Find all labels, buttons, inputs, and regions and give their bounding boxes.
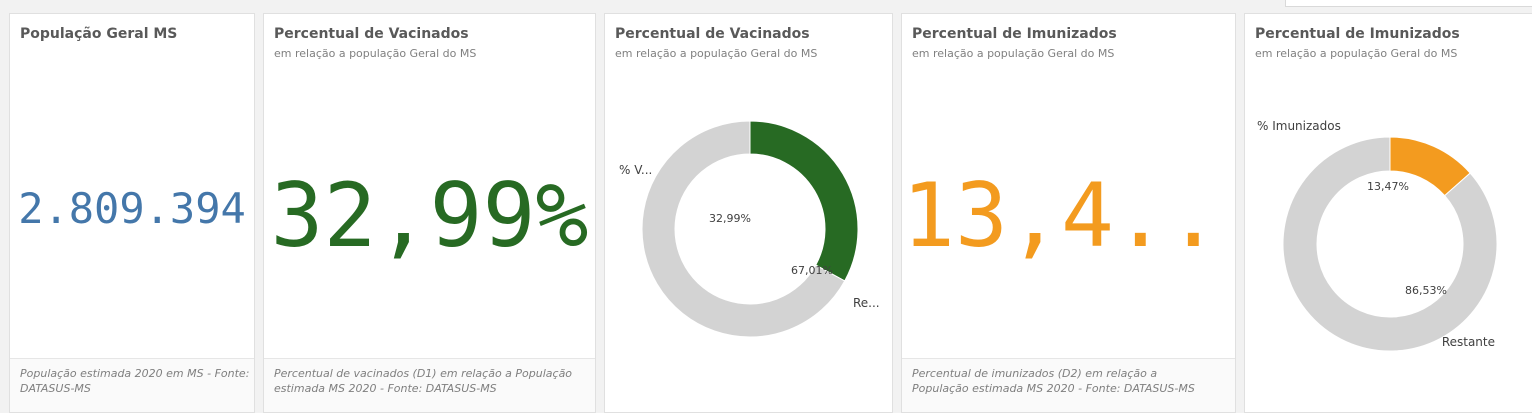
slice-category-label: % Imunizados	[1257, 119, 1341, 133]
donut-slice-0[interactable]	[749, 120, 859, 282]
card-title: Percentual de Imunizados	[912, 26, 1117, 42]
donut-chart-imunizados[interactable]: 13,47% 86,53% % Imunizados Restante	[1245, 74, 1532, 404]
card-title: Percentual de Imunizados	[1255, 26, 1460, 42]
card-subtitle: em relação a população Geral do MS	[1255, 47, 1458, 60]
kpi-value-populacao: 2.809.394	[18, 184, 246, 233]
card-footnote: Percentual de vacinados (D1) em relação …	[274, 367, 573, 395]
toolbar-edge	[1285, 0, 1532, 7]
card-title: Percentual de Vacinados	[274, 26, 469, 42]
donut-card-vacinados[interactable]: Percentual de Vacinados em relação a pop…	[604, 13, 893, 413]
card-subtitle: em relação a população Geral do MS	[615, 47, 818, 60]
slice-category-label: % V...	[619, 163, 652, 177]
kpi-card-vacinados[interactable]: Percentual de Vacinados em relação a pop…	[263, 13, 596, 413]
slice-category-label: Restante	[1442, 335, 1495, 349]
donut-chart-vacinados[interactable]: 32,99% 67,01% % V... Re...	[605, 74, 893, 404]
slice-value-label: 13,47%	[1367, 180, 1409, 193]
card-subtitle: em relação a população Geral do MS	[912, 47, 1115, 60]
slice-value-label: 86,53%	[1405, 284, 1447, 297]
card-footnote: Percentual de imunizados (D2) em relação…	[912, 367, 1195, 395]
donut-slice-1[interactable]	[641, 120, 846, 338]
slice-value-label: 32,99%	[709, 212, 751, 225]
top-bar	[0, 0, 1532, 12]
kpi-value-vacinados: 32,99%	[270, 164, 589, 267]
card-title: Percentual de Vacinados	[615, 26, 810, 42]
kpi-card-imunizados[interactable]: Percentual de Imunizados em relação a po…	[901, 13, 1236, 413]
card-title: População Geral MS	[20, 26, 178, 42]
slice-value-label: 67,01%	[791, 264, 833, 277]
donut-card-imunizados[interactable]: Percentual de Imunizados em relação a po…	[1244, 13, 1532, 413]
kpi-card-populacao[interactable]: População Geral MS 2.809.394 População e…	[9, 13, 255, 413]
kpi-value-imunizados: 13,4...	[902, 164, 1236, 267]
card-subtitle: em relação a população Geral do MS	[274, 47, 477, 60]
slice-category-label: Re...	[853, 296, 880, 310]
donut-slice-1[interactable]	[1282, 136, 1498, 352]
card-footnote: População estimada 2020 em MS - Fonte: D…	[20, 367, 250, 395]
